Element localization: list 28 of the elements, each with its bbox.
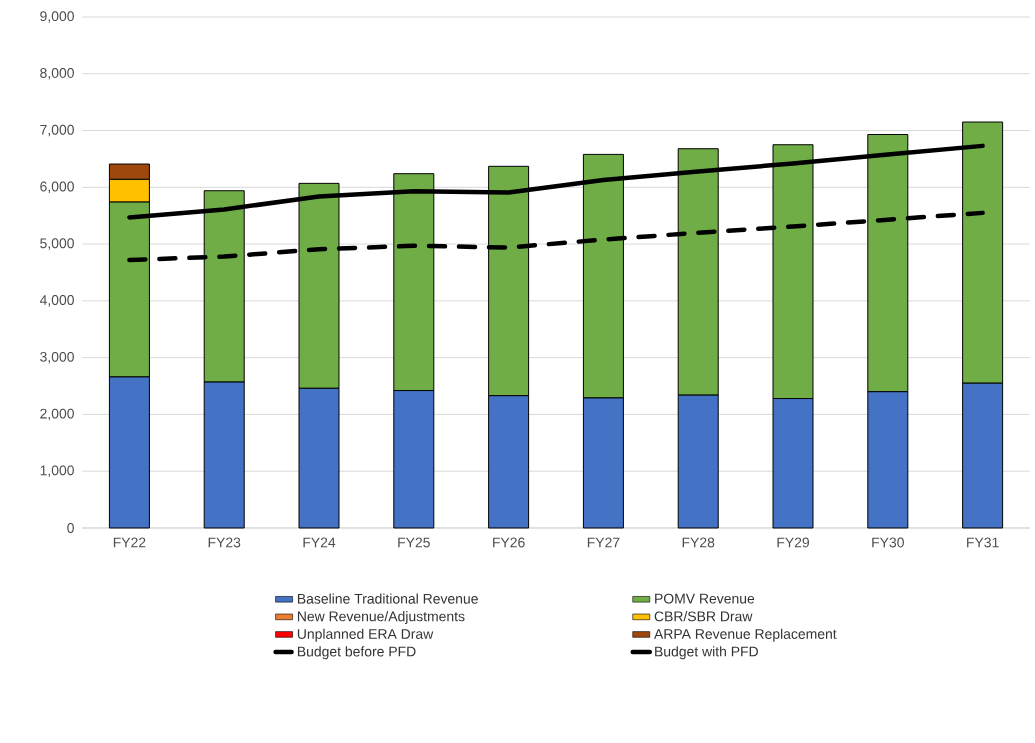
x-tick-label: FY26 — [493, 537, 525, 548]
y-tick-label: 4,000 — [39, 295, 74, 307]
legend-label: CBR/SBR Draw — [654, 611, 753, 622]
legend-label: Budget before PFD — [297, 646, 416, 660]
legend-label: Budget with PFD — [655, 646, 758, 660]
legend-label: POMV Revenue — [655, 593, 755, 604]
y-tick-label: 3,000 — [40, 351, 74, 364]
y-tick-label: 9,000 — [40, 11, 74, 23]
legend-label: New Revenue/Adjustments — [297, 611, 465, 625]
y-tick-label: 1,000 — [40, 465, 74, 477]
y-tick-label: 8,000 — [40, 67, 74, 80]
y-tick-label: 7,000 — [40, 124, 74, 137]
legend-label: Baseline Traditional Revenue — [297, 593, 478, 604]
x-tick-label: FY24 — [303, 537, 336, 548]
x-tick-label: FY23 — [208, 537, 241, 548]
legend-label: Unplanned ERA Draw — [297, 628, 434, 642]
x-tick-label: FY22 — [113, 537, 146, 548]
x-tick-label: FY30 — [872, 537, 904, 548]
y-tick-label: 6,000 — [40, 181, 74, 194]
x-tick-label: FY31 — [967, 537, 999, 548]
y-tick-label: 2,000 — [40, 408, 74, 421]
y-tick-label: 5,000 — [40, 238, 74, 250]
x-tick-label: FY29 — [777, 537, 810, 548]
x-tick-label: FY25 — [398, 537, 430, 548]
x-tick-label: FY27 — [587, 537, 620, 548]
y-tick-label: 0 — [67, 523, 74, 533]
legend-label: ARPA Revenue Replacement — [654, 628, 837, 642]
x-tick-label: FY28 — [682, 537, 715, 548]
